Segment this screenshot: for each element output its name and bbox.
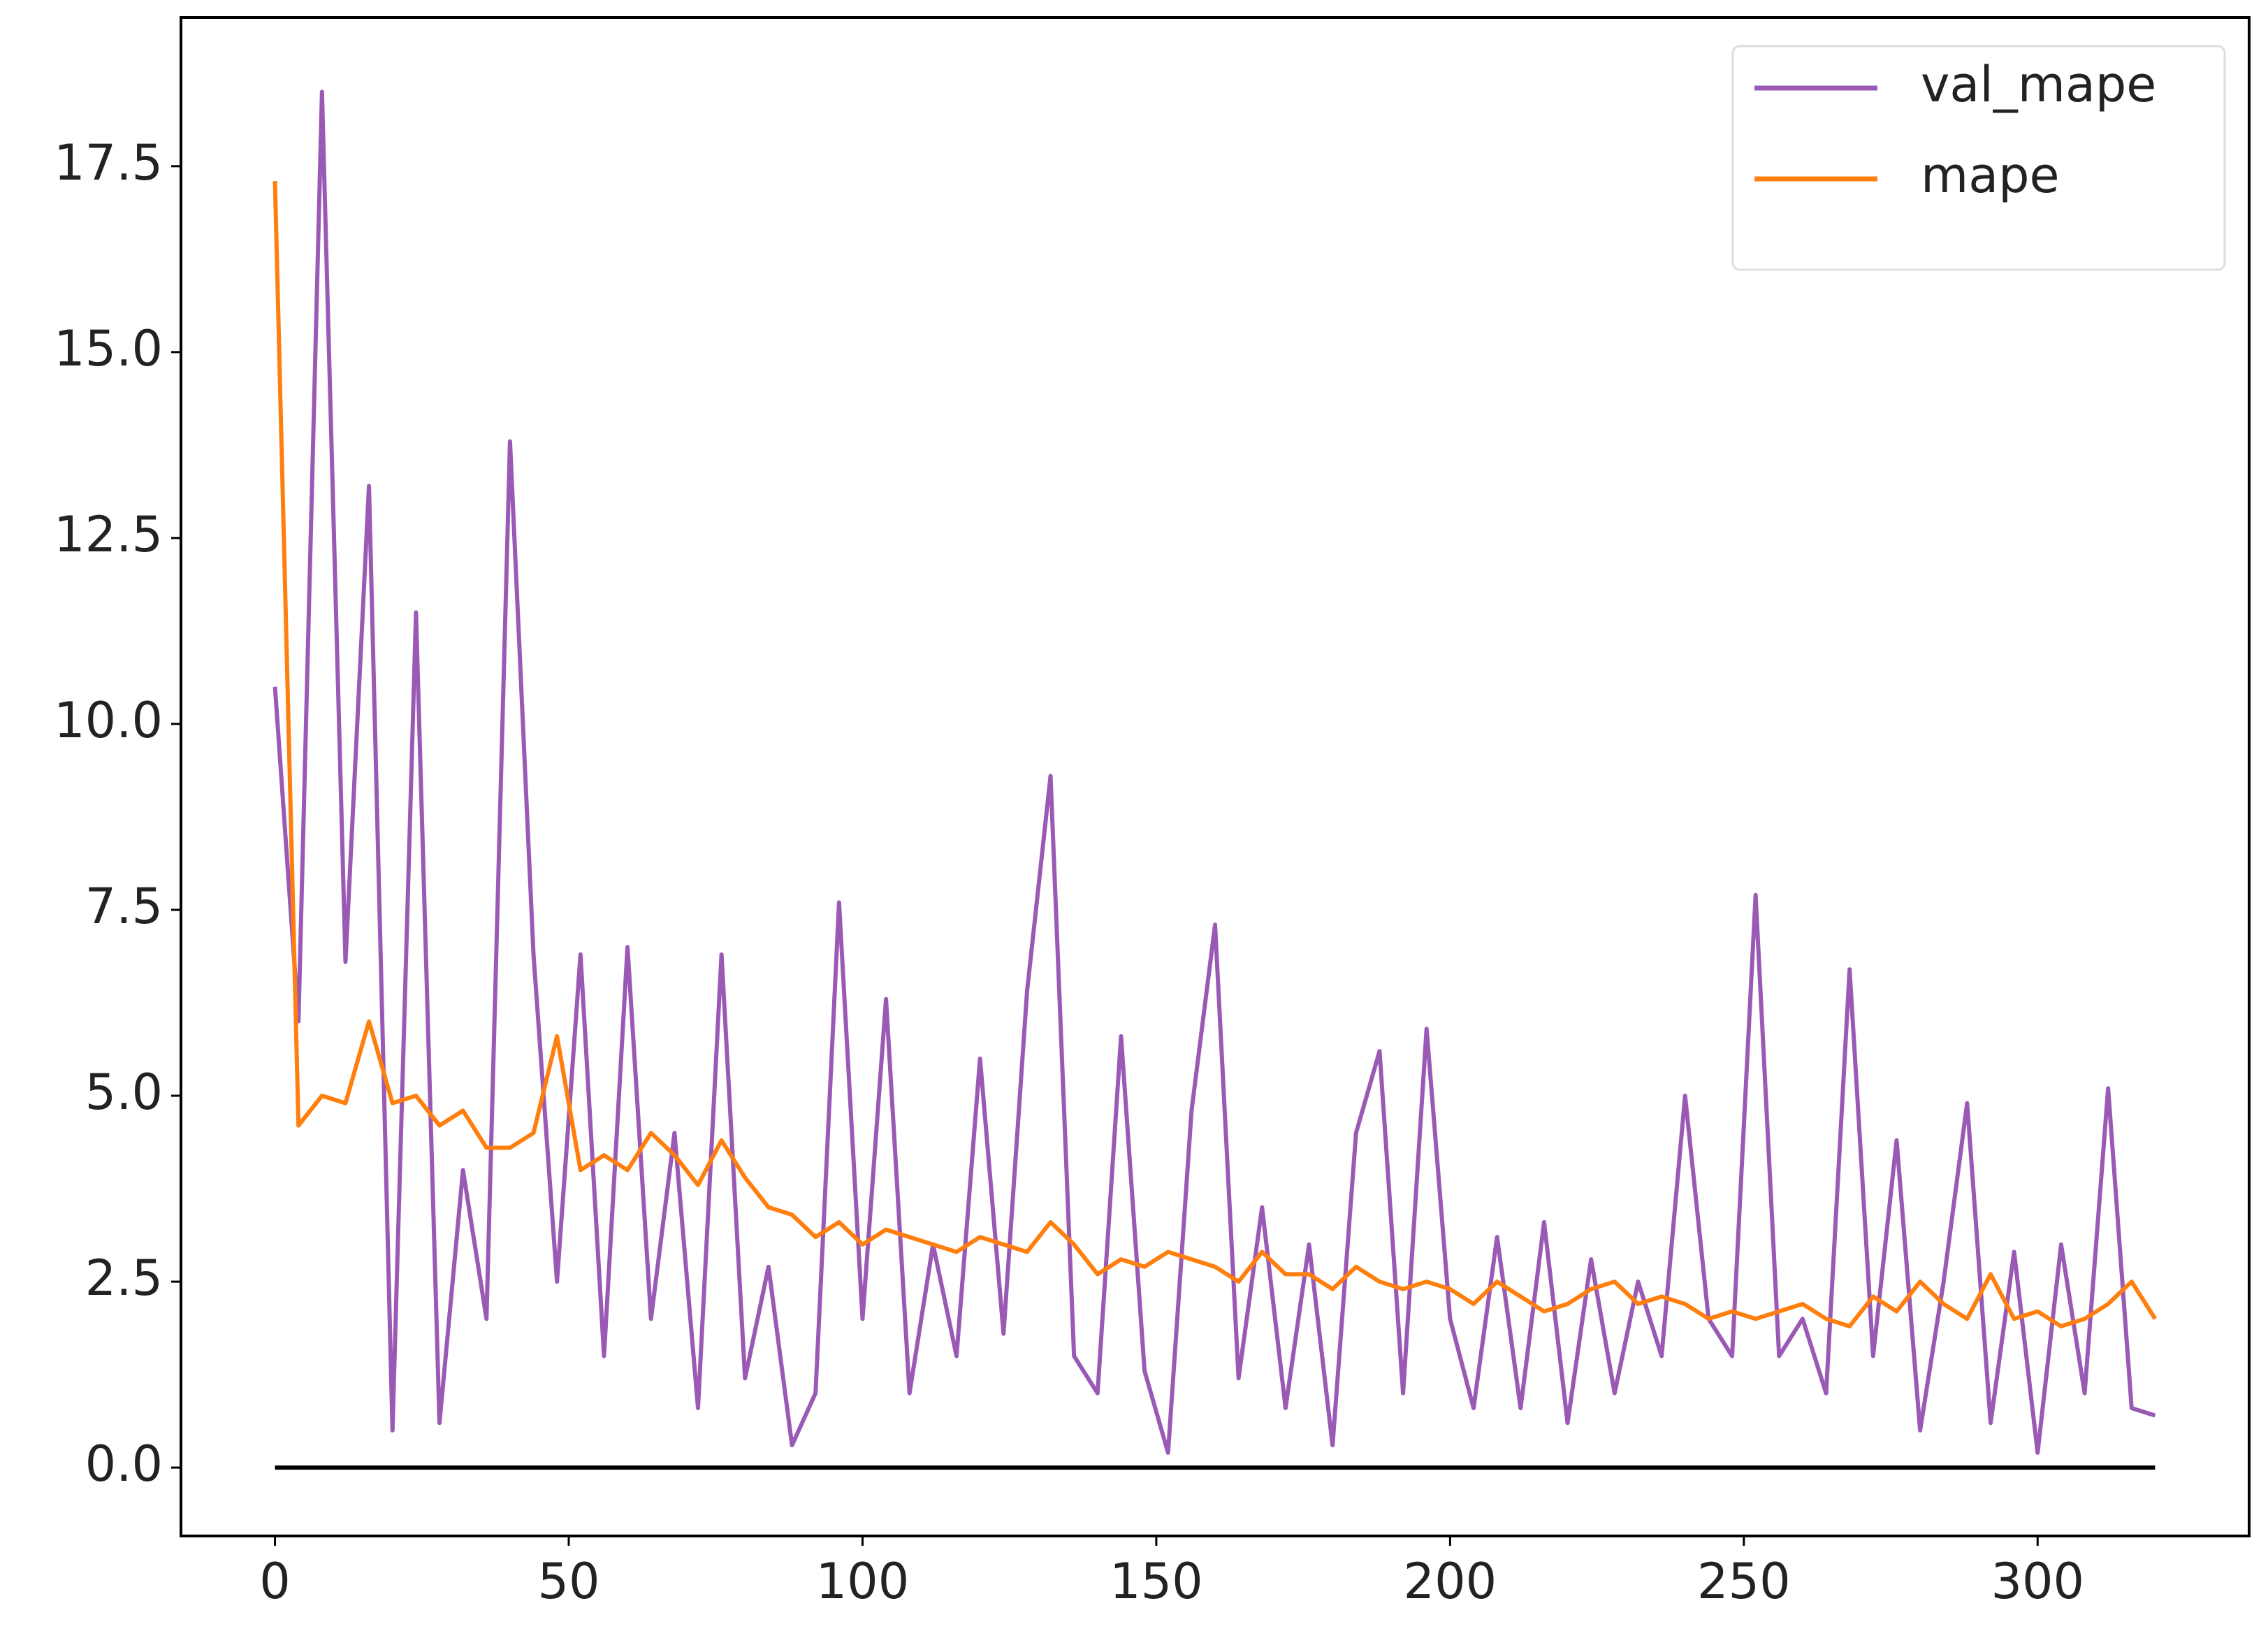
- x-tick-label: 100: [816, 1553, 910, 1610]
- x-tick-label: 50: [537, 1553, 599, 1610]
- x-tick-label: 200: [1404, 1553, 1497, 1610]
- plot-frame: [180, 16, 2251, 1537]
- legend-label: val_mape: [1921, 56, 2156, 113]
- y-tick-label: 10.0: [54, 692, 163, 749]
- y-tick-label: 17.5: [54, 134, 163, 191]
- y-tick-label: 0.0: [85, 1435, 163, 1493]
- legend-label: mape: [1921, 147, 2060, 204]
- x-tick-label: 0: [259, 1553, 291, 1610]
- x-tick-label: 150: [1110, 1553, 1203, 1610]
- series-line: [272, 89, 2156, 1455]
- y-tick-label: 5.0: [85, 1064, 163, 1121]
- x-tick-label: 250: [1697, 1553, 1791, 1610]
- y-tick-label: 2.5: [85, 1249, 163, 1307]
- y-tick-label: 12.5: [54, 506, 163, 563]
- y-tick-label: 7.5: [85, 878, 163, 935]
- x-tick-label: 300: [1991, 1553, 2084, 1610]
- y-tick-label: 15.0: [54, 320, 163, 377]
- series-line: [272, 181, 2157, 1328]
- legend-box: [1731, 45, 2226, 271]
